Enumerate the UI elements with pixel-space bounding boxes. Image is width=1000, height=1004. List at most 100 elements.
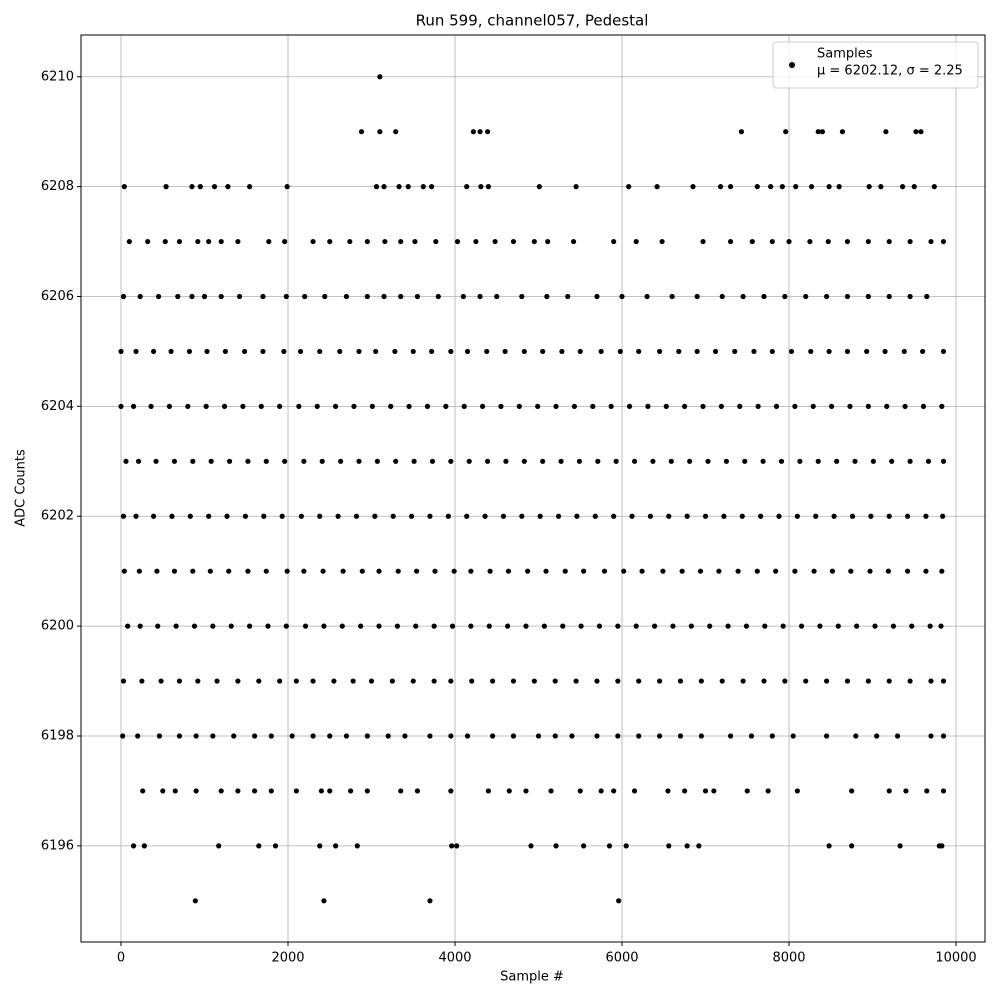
point xyxy=(868,513,874,519)
point xyxy=(448,788,454,794)
point xyxy=(224,513,230,519)
point xyxy=(803,678,809,684)
legend-marker xyxy=(789,62,795,68)
point xyxy=(721,513,727,519)
point xyxy=(666,513,672,519)
point xyxy=(823,293,830,300)
point xyxy=(928,678,934,684)
point xyxy=(761,293,767,300)
point xyxy=(510,733,517,739)
point xyxy=(702,513,709,519)
point xyxy=(629,513,635,519)
point xyxy=(433,238,439,245)
point xyxy=(163,184,169,190)
point xyxy=(909,623,915,629)
point xyxy=(786,238,792,245)
point xyxy=(769,733,775,739)
point xyxy=(318,788,325,794)
chart-title: Run 599, channel057, Pedestal xyxy=(416,12,649,30)
point xyxy=(282,238,288,245)
point xyxy=(740,293,746,300)
point xyxy=(268,733,274,739)
point xyxy=(717,184,724,190)
point xyxy=(867,568,873,574)
point xyxy=(697,568,704,574)
point xyxy=(301,568,307,574)
point xyxy=(429,184,435,190)
point xyxy=(408,513,415,519)
point xyxy=(815,458,821,464)
point xyxy=(377,74,383,80)
point xyxy=(381,184,387,190)
point xyxy=(169,513,175,519)
point xyxy=(225,184,231,190)
point xyxy=(221,403,228,409)
point xyxy=(636,733,642,739)
point xyxy=(907,458,913,464)
point xyxy=(815,129,821,135)
point xyxy=(135,458,142,464)
point xyxy=(780,623,786,629)
point xyxy=(123,458,129,464)
point xyxy=(168,348,174,355)
point xyxy=(541,623,547,629)
point xyxy=(506,788,512,794)
point xyxy=(260,348,266,355)
point xyxy=(723,458,729,464)
point xyxy=(790,733,796,739)
point xyxy=(656,348,663,355)
point xyxy=(573,184,579,190)
point xyxy=(284,568,290,574)
point xyxy=(171,568,178,574)
point xyxy=(468,623,474,629)
point xyxy=(907,293,913,300)
point xyxy=(136,568,142,574)
point xyxy=(849,513,856,519)
point xyxy=(484,458,491,464)
point xyxy=(808,184,815,190)
point xyxy=(348,788,354,794)
point xyxy=(665,788,671,794)
point xyxy=(874,733,880,739)
point xyxy=(878,184,884,190)
point xyxy=(351,403,357,409)
point xyxy=(385,733,391,739)
point xyxy=(206,513,212,519)
point xyxy=(137,293,143,300)
point xyxy=(451,568,457,574)
point xyxy=(406,403,412,409)
point xyxy=(626,403,633,409)
point xyxy=(844,293,851,300)
point xyxy=(246,623,253,629)
point xyxy=(297,348,304,355)
point xyxy=(429,348,435,355)
point xyxy=(598,348,604,355)
point xyxy=(778,458,785,464)
point xyxy=(578,623,584,629)
point xyxy=(782,678,788,684)
point xyxy=(920,348,926,355)
y-axis-label: ADC Counts xyxy=(14,449,29,527)
point xyxy=(577,348,583,355)
point xyxy=(928,733,934,739)
point xyxy=(310,733,316,739)
point xyxy=(727,238,734,245)
point xyxy=(208,458,214,464)
point xyxy=(754,184,760,190)
point xyxy=(432,568,438,574)
point xyxy=(331,678,337,684)
point xyxy=(940,733,947,739)
point xyxy=(872,623,878,629)
point xyxy=(834,458,840,464)
point xyxy=(831,513,837,519)
point xyxy=(698,678,704,684)
point xyxy=(907,678,913,684)
point xyxy=(897,843,903,849)
point xyxy=(594,293,600,300)
point xyxy=(190,568,196,574)
point xyxy=(939,403,945,409)
point xyxy=(773,568,779,574)
point xyxy=(882,348,888,355)
point xyxy=(510,238,517,245)
